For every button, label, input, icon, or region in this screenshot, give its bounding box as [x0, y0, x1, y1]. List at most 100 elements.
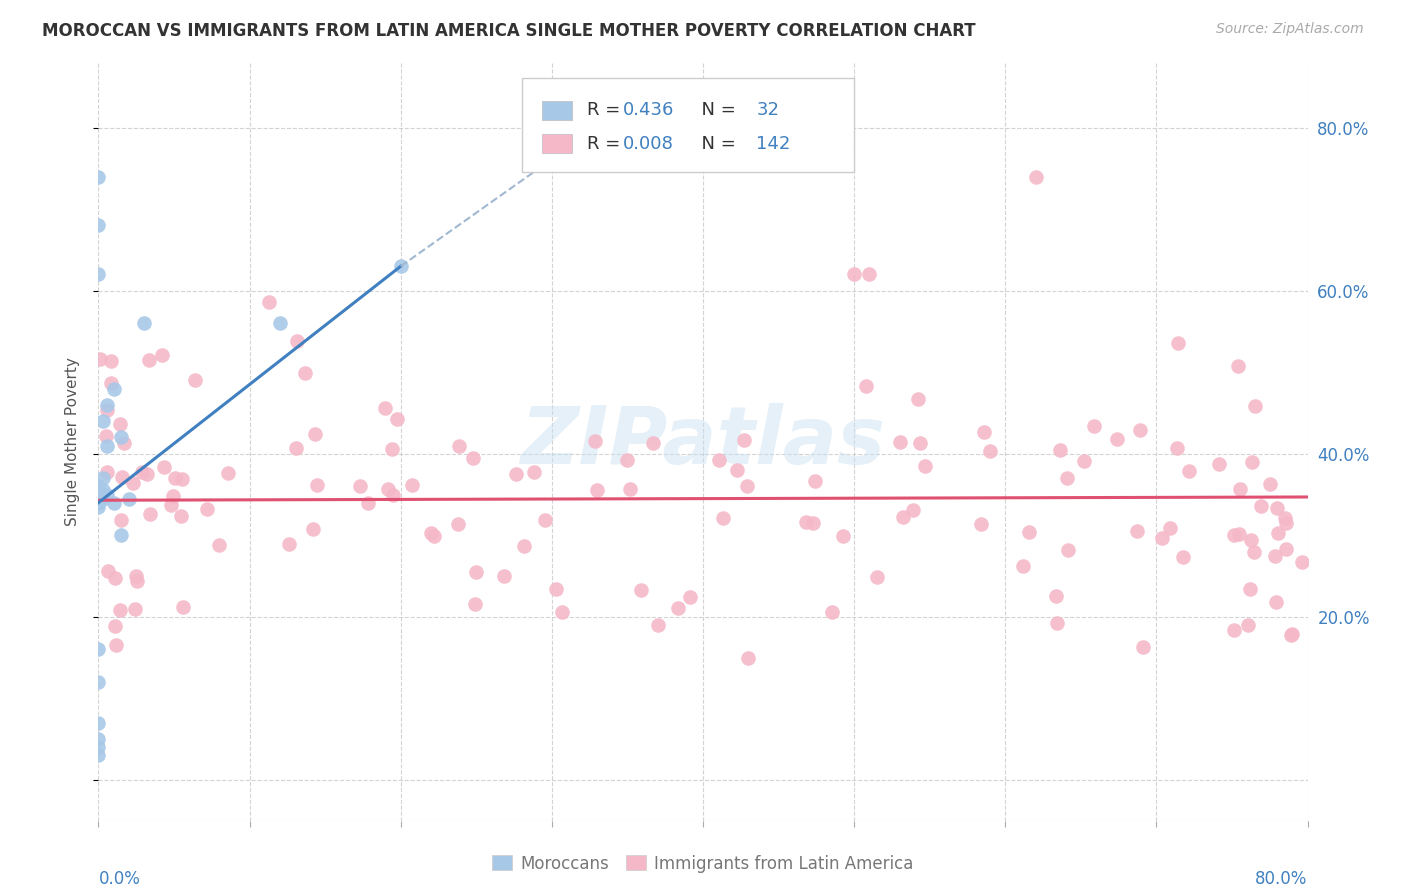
- FancyBboxPatch shape: [543, 101, 572, 120]
- Point: [735, 479, 758, 493]
- Point: [821, 605, 844, 619]
- Point: [464, 598, 486, 612]
- Text: N =: N =: [690, 101, 747, 120]
- Point: [139, 507, 162, 521]
- Legend: Moroccans, Immigrants from Latin America: Moroccans, Immigrants from Latin America: [485, 848, 921, 880]
- Point: [1264, 549, 1286, 563]
- Point: [1244, 399, 1267, 413]
- Point: [91, 491, 114, 506]
- Point: [125, 574, 148, 588]
- Point: [1274, 511, 1296, 525]
- Point: [844, 268, 866, 282]
- Point: [523, 465, 546, 479]
- Point: [103, 496, 125, 510]
- Point: [184, 373, 207, 387]
- Point: [165, 471, 187, 485]
- Point: [908, 435, 931, 450]
- Point: [377, 482, 399, 496]
- Point: [94, 429, 117, 443]
- Point: [195, 502, 218, 516]
- Point: [970, 517, 993, 532]
- Point: [87, 642, 110, 657]
- Text: 0.436: 0.436: [623, 101, 675, 120]
- Point: [855, 379, 877, 393]
- Point: [124, 602, 146, 616]
- Point: [87, 732, 110, 747]
- Point: [103, 382, 125, 396]
- Point: [973, 425, 995, 440]
- Point: [110, 430, 132, 444]
- Point: [1229, 527, 1251, 541]
- Point: [153, 459, 176, 474]
- Point: [257, 295, 280, 310]
- Point: [104, 619, 127, 633]
- Point: [87, 496, 110, 510]
- Point: [1223, 624, 1246, 638]
- Point: [420, 526, 443, 541]
- Point: [160, 498, 183, 512]
- Point: [172, 472, 194, 486]
- Point: [87, 487, 110, 501]
- Point: [87, 740, 110, 755]
- Point: [381, 442, 404, 457]
- Point: [831, 529, 853, 543]
- Text: 142: 142: [756, 135, 790, 153]
- Point: [208, 538, 231, 552]
- FancyBboxPatch shape: [522, 78, 855, 172]
- Point: [87, 483, 110, 498]
- Point: [1250, 500, 1272, 514]
- Point: [401, 477, 423, 491]
- Point: [641, 436, 664, 450]
- Point: [122, 475, 145, 490]
- Point: [1229, 483, 1251, 497]
- Point: [1129, 423, 1152, 437]
- Point: [217, 466, 239, 480]
- Point: [304, 426, 326, 441]
- Text: 80.0%: 80.0%: [1256, 870, 1308, 888]
- Point: [907, 392, 929, 406]
- Point: [1083, 419, 1105, 434]
- Point: [1275, 516, 1298, 530]
- Point: [463, 450, 485, 465]
- Point: [801, 516, 824, 530]
- Point: [381, 488, 404, 502]
- Point: [162, 490, 184, 504]
- Point: [110, 513, 132, 527]
- Point: [583, 434, 606, 448]
- Point: [302, 522, 325, 536]
- Point: [1024, 169, 1046, 184]
- Point: [1291, 555, 1313, 569]
- Point: [294, 366, 316, 380]
- Point: [616, 453, 638, 467]
- Point: [170, 509, 193, 524]
- Point: [87, 715, 110, 730]
- Point: [901, 502, 924, 516]
- Point: [1057, 543, 1080, 558]
- Point: [96, 402, 118, 417]
- Point: [150, 348, 173, 362]
- Point: [278, 537, 301, 551]
- Point: [104, 571, 127, 585]
- Point: [803, 475, 825, 489]
- Point: [96, 398, 118, 412]
- Point: [1243, 545, 1265, 559]
- Point: [1045, 590, 1067, 604]
- Point: [1152, 531, 1174, 545]
- Point: [87, 169, 110, 184]
- Point: [305, 478, 328, 492]
- Point: [108, 417, 131, 432]
- Point: [1178, 464, 1201, 478]
- Point: [100, 376, 122, 390]
- Point: [91, 414, 114, 428]
- Point: [138, 352, 160, 367]
- FancyBboxPatch shape: [543, 134, 572, 153]
- Point: [1012, 559, 1035, 574]
- Point: [89, 351, 111, 366]
- Point: [586, 483, 609, 497]
- Point: [1132, 640, 1154, 654]
- Point: [357, 496, 380, 510]
- Point: [131, 465, 153, 479]
- Point: [891, 509, 914, 524]
- Text: R =: R =: [586, 101, 626, 120]
- Point: [125, 568, 148, 582]
